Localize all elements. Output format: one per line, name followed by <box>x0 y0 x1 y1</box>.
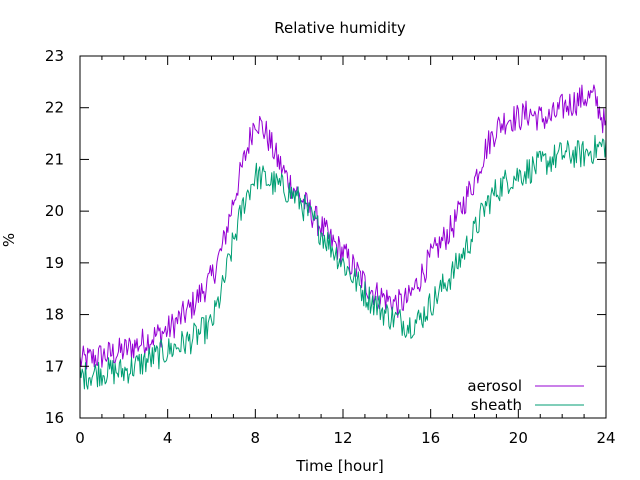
series-line-sheath <box>79 134 607 390</box>
x-tick-label: 16 <box>421 429 440 447</box>
y-tick-label: 16 <box>45 409 64 427</box>
x-tick-label: 8 <box>251 429 261 447</box>
x-tick-label: 12 <box>333 429 352 447</box>
y-tick-label: 21 <box>45 150 64 168</box>
x-tick-label: 24 <box>596 429 615 447</box>
y-tick-label: 18 <box>45 306 64 324</box>
series-line-aerosol <box>79 84 607 370</box>
y-axis-label: % <box>0 233 18 247</box>
x-tick-label: 4 <box>163 429 173 447</box>
chart-title: Relative humidity <box>274 19 406 37</box>
y-tick-label: 19 <box>45 254 64 272</box>
y-tick-label: 22 <box>45 99 64 117</box>
x-axis-label: Time [hour] <box>295 457 384 475</box>
legend-label-sheath: sheath <box>471 396 522 414</box>
x-tick-label: 20 <box>509 429 528 447</box>
y-tick-label: 17 <box>45 357 64 375</box>
y-axis-ticks: 16 17 18 19 20 21 22 23 <box>45 47 606 427</box>
y-tick-label: 23 <box>45 47 64 65</box>
x-axis-ticks: 0 4 8 12 16 20 24 <box>75 56 616 447</box>
y-tick-label: 20 <box>45 202 64 220</box>
legend-label-aerosol: aerosol <box>467 377 522 395</box>
plot-series-group <box>79 84 607 390</box>
x-tick-label: 0 <box>75 429 85 447</box>
